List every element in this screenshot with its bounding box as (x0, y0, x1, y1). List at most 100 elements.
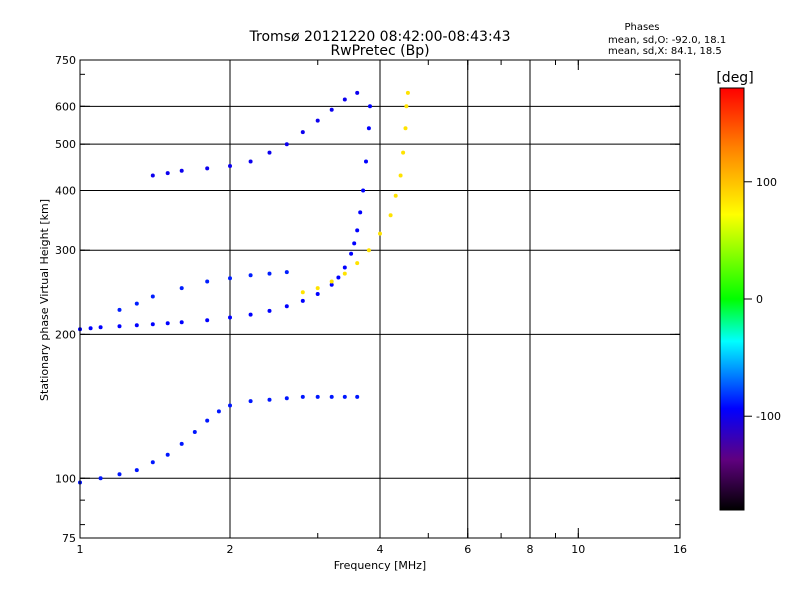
data-point (248, 273, 253, 278)
chart-subtitle: RwPretec (Bp) (330, 43, 429, 59)
data-point (134, 301, 139, 306)
data-point (205, 418, 210, 423)
data-point (179, 320, 184, 325)
x-tick-label: 10 (571, 543, 585, 556)
axis-ticks: 1 2 4 6 8 10 16 75 100 200 300 400 500 600 750 (55, 54, 687, 556)
data-point (150, 322, 155, 327)
data-point (248, 159, 253, 164)
phase-o-mode: mean, sd,O: -92.0, 18.1 (608, 35, 726, 46)
data-point (342, 394, 347, 399)
colorbar-ticks: 100 0 -100 (744, 176, 781, 423)
data-point (88, 326, 93, 331)
data-point (368, 104, 372, 109)
data-point (329, 107, 334, 112)
data-point (366, 126, 371, 131)
data-point (352, 241, 357, 246)
data-point (355, 90, 360, 95)
data-point (300, 130, 305, 135)
grid-lines (80, 60, 680, 538)
data-point (349, 251, 354, 256)
data-point (403, 126, 408, 131)
data-point (388, 213, 393, 218)
data-point (205, 318, 210, 323)
data-point (117, 472, 122, 477)
y-tick-label: 750 (55, 54, 76, 67)
data-point (401, 150, 406, 155)
colorbar-tick-label: -100 (756, 410, 781, 423)
data-point (134, 323, 139, 328)
data-point (117, 324, 122, 329)
data-points (78, 90, 410, 485)
data-point (300, 290, 305, 295)
data-point (404, 104, 409, 109)
data-point (342, 97, 347, 102)
data-point (267, 308, 272, 313)
data-point (355, 261, 360, 266)
data-point (329, 394, 334, 399)
colorbar (719, 87, 745, 511)
data-point (179, 286, 184, 291)
data-point (342, 271, 347, 276)
data-point (248, 399, 253, 404)
data-point (205, 166, 210, 171)
x-tick-label: 4 (377, 543, 384, 556)
colorbar-tick-label: 100 (756, 176, 777, 189)
data-point (300, 298, 305, 303)
data-point (315, 118, 320, 123)
y-tick-label: 400 (55, 184, 76, 197)
data-point (329, 282, 334, 287)
y-tick-label: 500 (55, 138, 76, 151)
data-point (134, 468, 139, 473)
data-point (179, 441, 184, 446)
phase-heading: Phases (624, 22, 659, 33)
data-point (228, 403, 232, 408)
data-point (329, 279, 334, 284)
data-point (117, 307, 122, 312)
y-tick-label: 75 (62, 532, 76, 545)
colorbar-tick-label: 0 (756, 293, 763, 306)
data-point (98, 476, 103, 481)
y-tick-label: 200 (55, 328, 76, 341)
colorbar-label: [deg] (716, 70, 753, 86)
data-point (315, 394, 320, 399)
phase-x-mode: mean, sd,X: 84.1, 18.5 (608, 46, 722, 57)
y-axis-label: Stationary phase Virtual Height [km] (38, 199, 51, 401)
data-point (336, 275, 341, 280)
x-tick-label: 6 (464, 543, 471, 556)
data-point (300, 394, 305, 399)
data-point (284, 396, 289, 401)
data-point (364, 159, 368, 164)
chart-title: Tromsø 20121220 08:42:00-08:43:43 (249, 29, 511, 45)
data-point (228, 315, 232, 320)
data-point (355, 394, 360, 399)
data-point (398, 173, 403, 178)
x-tick-label: 8 (527, 543, 534, 556)
x-axis-label: Frequency [MHz] (334, 559, 426, 572)
x-tick-label: 16 (673, 543, 687, 556)
data-point (165, 321, 170, 326)
data-point (284, 304, 289, 309)
data-point (267, 397, 272, 402)
data-point (405, 90, 410, 95)
data-point (267, 150, 272, 155)
data-point (228, 164, 232, 168)
data-point (179, 168, 184, 173)
data-point (267, 271, 272, 276)
data-point (228, 276, 232, 281)
data-point (98, 325, 103, 330)
data-point (358, 210, 363, 215)
x-tick-label: 1 (77, 543, 84, 556)
data-point (361, 188, 366, 193)
data-point (248, 312, 253, 317)
y-tick-label: 600 (55, 100, 76, 113)
data-point (355, 228, 360, 233)
x-tick-label: 2 (227, 543, 234, 556)
data-point (378, 231, 382, 236)
data-point (165, 452, 170, 457)
data-point (393, 193, 398, 198)
data-point (366, 248, 371, 253)
data-point (315, 292, 320, 296)
data-point (315, 286, 320, 291)
data-point (165, 171, 170, 176)
